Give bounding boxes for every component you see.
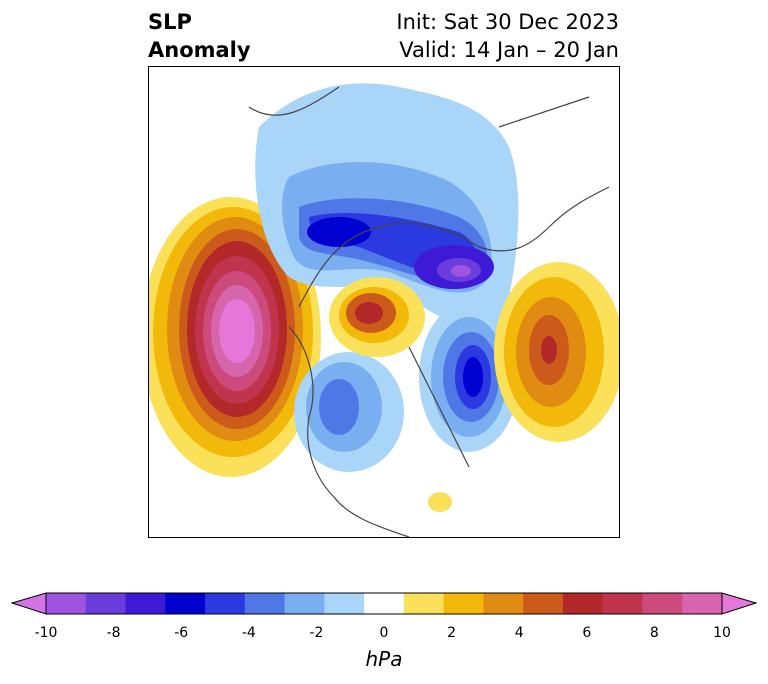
colorbar-swatch <box>85 593 127 614</box>
colorbar-tick-label: 10 <box>713 625 731 641</box>
colorbar-swatch <box>364 593 405 614</box>
greenland-high-anomaly <box>329 277 425 357</box>
subtropical-high-patch <box>428 492 452 512</box>
colorbar-tick-label: -4 <box>241 625 256 641</box>
arctic-low-anomaly <box>255 83 519 328</box>
colorbar-min-arrow <box>10 592 47 615</box>
colorbar-swatch <box>562 593 604 614</box>
colorbar-swatch <box>602 593 643 614</box>
colorbar-max-arrow <box>721 592 758 615</box>
colorbar-tick-label: 8 <box>649 625 659 641</box>
atlantic-low-anomaly <box>419 302 519 452</box>
units-label: hPa <box>365 647 403 671</box>
colorbar-swatch <box>205 593 246 614</box>
map-canvas <box>149 83 619 537</box>
colorbar-swatch <box>443 593 484 614</box>
coastlines <box>248 86 610 537</box>
colorbar-tick-label: 2 <box>447 625 457 641</box>
colorbar-swatch <box>403 593 445 614</box>
colorbar-swatch <box>682 593 723 614</box>
colorbar-tick-label: 4 <box>514 625 524 641</box>
colorbar-tick-label: 6 <box>582 625 592 641</box>
colorbar-tick-label: -6 <box>174 625 189 641</box>
north-america-low-anomaly <box>294 352 404 472</box>
title-line-2: Anomaly <box>148 38 251 62</box>
colorbar-swatch <box>46 593 87 614</box>
colorbar-swatch <box>165 593 206 614</box>
colorbar-swatch <box>642 593 683 614</box>
colorbar-tick-label: 0 <box>379 625 389 641</box>
slp-anomaly-map <box>148 66 620 538</box>
colorbar-swatch <box>244 593 286 614</box>
pacific-high-anomaly <box>149 197 321 477</box>
valid-range: Valid: 14 Jan – 20 Jan <box>399 38 619 62</box>
colorbar-tick-label: -10 <box>34 625 58 641</box>
colorbar-tick-label: -8 <box>106 625 121 641</box>
colorbar-tick-label: -2 <box>309 625 324 641</box>
map-title: SLP Anomaly <box>148 8 251 64</box>
forecast-dates: Init: Sat 30 Dec 2023 Valid: 14 Jan – 20… <box>396 8 619 64</box>
colorbar-swatch <box>284 593 325 614</box>
europe-high-anomaly <box>494 262 619 442</box>
colorbar-swatch <box>324 593 365 614</box>
colorbar-swatch <box>483 593 524 614</box>
title-line-1: SLP <box>148 10 192 34</box>
init-date: Init: Sat 30 Dec 2023 <box>396 10 619 34</box>
colorbar <box>10 592 758 615</box>
colorbar-swatch <box>523 593 564 614</box>
colorbar-swatch <box>125 593 166 614</box>
